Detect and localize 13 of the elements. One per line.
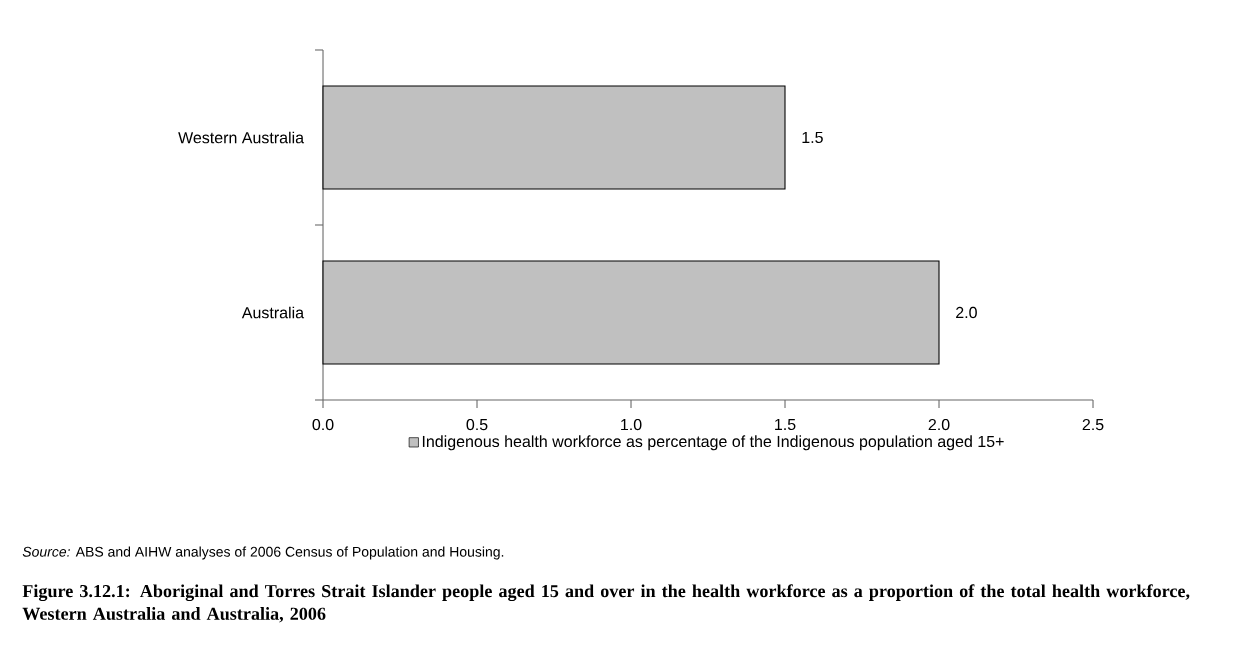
x-tick-label: 2.5 xyxy=(1082,418,1104,431)
x-tick-label: 2.0 xyxy=(928,418,950,431)
legend-label: Indigenous health workforce as percentage of the Indigenous population aged 15+ xyxy=(422,435,1004,451)
y-tick-label: Western Australia xyxy=(178,131,305,144)
x-tick-label: 0.0 xyxy=(312,418,334,431)
y-tick-label: Australia xyxy=(241,306,305,319)
x-tick-label: 1.5 xyxy=(775,418,796,431)
text: Figure 3.12.1: Aboriginal and Torres Strait Islander people aged 15 and over in the health workforce as a proportion of the total health workforce, Western Australia and Australia, 2006 xyxy=(22,584,1190,623)
x-tick-label: 1.0 xyxy=(621,418,642,431)
text: Source: ABS and AIHW analyses of 2006 Census of Population and Housing. xyxy=(22,546,504,560)
x-tick-label: 0.5 xyxy=(466,418,488,431)
data-label: 2.0 xyxy=(956,306,977,319)
data-label: 1.5 xyxy=(802,131,823,144)
